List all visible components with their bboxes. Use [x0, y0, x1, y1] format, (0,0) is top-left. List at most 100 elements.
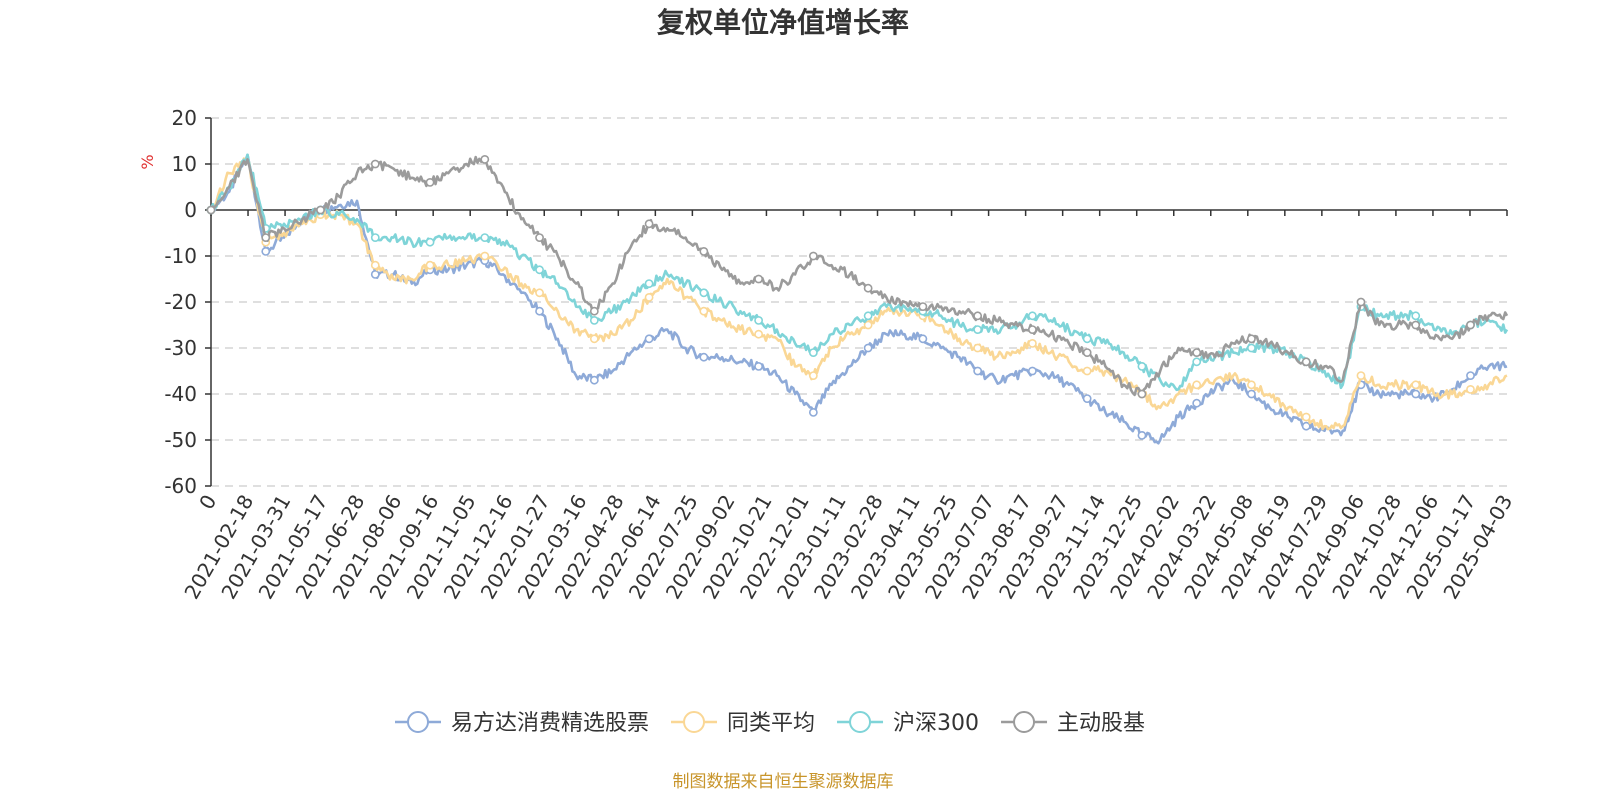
series-point — [261, 233, 271, 242]
series-point — [973, 366, 983, 376]
series-point — [425, 177, 435, 187]
series-point — [973, 325, 983, 334]
series-point — [644, 279, 654, 288]
chart-title: 复权单位净值增长率 — [657, 6, 909, 39]
legend-label: 沪深300 — [893, 711, 979, 736]
series-point — [973, 343, 983, 353]
series-point — [425, 237, 435, 247]
series-point — [1082, 394, 1092, 403]
y-tick-label: -40 — [164, 382, 197, 406]
y-grid — [211, 117, 1507, 487]
series-point — [863, 283, 873, 293]
legend-item[interactable]: 主动股基 — [1001, 711, 1145, 736]
y-tick-label: -20 — [164, 290, 197, 314]
series-point — [1356, 371, 1366, 380]
series-point — [535, 265, 544, 275]
series-point — [754, 329, 764, 339]
series-point — [754, 274, 764, 284]
series-point — [699, 352, 709, 362]
series-point — [1411, 311, 1421, 321]
y-tick-label: -50 — [164, 428, 197, 452]
series-point — [1411, 389, 1421, 399]
series-point — [918, 334, 928, 344]
series-point — [535, 233, 544, 242]
series-point — [1028, 311, 1037, 321]
series-point — [1301, 357, 1311, 367]
legend-item[interactable]: 同类平均 — [671, 711, 815, 736]
source-note: 制图数据来自恒生聚源数据库 — [673, 772, 894, 792]
series-point — [1028, 325, 1037, 334]
series-point — [754, 315, 764, 325]
legend-circle-icon — [849, 711, 872, 733]
series-point — [370, 233, 380, 242]
series-point — [316, 205, 325, 215]
series-point — [1247, 380, 1256, 390]
series-point — [1466, 320, 1475, 330]
y-tick-label: -10 — [164, 244, 197, 268]
series-point — [644, 334, 654, 344]
series-point — [1192, 380, 1202, 390]
plot-area — [206, 153, 1509, 445]
series-point — [918, 302, 928, 311]
series-point — [1082, 334, 1092, 344]
series-point — [1301, 412, 1311, 422]
legend-circle-icon — [407, 711, 429, 733]
y-axis: 20 10 0 -10 -20 -30 -40 -50 -60 — [164, 106, 212, 498]
series-point — [589, 334, 599, 344]
series-point — [1028, 338, 1037, 348]
x-tick-label: 0 — [194, 491, 221, 514]
legend-label: 易方达消费精选股票 — [451, 711, 649, 736]
series-point — [1247, 334, 1256, 344]
series-point — [699, 288, 709, 298]
series-point — [589, 315, 599, 325]
series-point — [863, 320, 873, 330]
series-point — [535, 306, 544, 316]
y-tick-label: 0 — [184, 198, 197, 222]
series-point — [535, 288, 544, 298]
series-point — [863, 343, 873, 353]
series-point — [480, 233, 490, 242]
series-point — [699, 306, 709, 316]
legend-circle-icon — [683, 711, 706, 733]
series-point — [1082, 366, 1092, 376]
series-point — [206, 205, 216, 215]
series-point — [1466, 384, 1475, 394]
series-point — [973, 311, 983, 321]
legend-label: 主动股基 — [1057, 711, 1145, 736]
y-tick-label: -30 — [164, 336, 197, 360]
series-point — [1411, 380, 1421, 390]
series-point — [1082, 348, 1092, 357]
series-point — [644, 219, 654, 229]
series-point — [1192, 398, 1202, 408]
y-tick-label: 10 — [172, 152, 197, 176]
legend-label: 同类平均 — [727, 711, 815, 736]
series-point — [1356, 297, 1366, 307]
legend-item[interactable]: 沪深300 — [837, 711, 979, 736]
legend: 易方达消费精选股票 同类平均 沪深300 主动股基 — [395, 711, 1145, 736]
series-point — [863, 311, 873, 321]
series-line — [209, 153, 1508, 445]
series-point — [1411, 320, 1421, 330]
series-point — [1466, 371, 1475, 380]
series-point — [589, 306, 599, 316]
series-point — [1247, 343, 1256, 353]
series-point — [1137, 430, 1147, 440]
series-point — [754, 361, 764, 371]
series-point — [1192, 348, 1202, 357]
series-point — [1301, 421, 1311, 431]
series-point — [261, 246, 271, 256]
legend-item[interactable]: 易方达消费精选股票 — [395, 711, 649, 736]
series-point — [1247, 389, 1256, 399]
series-point — [480, 251, 490, 261]
series-point — [808, 371, 818, 380]
series-point — [370, 269, 380, 279]
series-line — [209, 157, 1508, 431]
y-tick-label: -60 — [164, 474, 197, 498]
y-tick-label: 20 — [172, 106, 197, 130]
series-point — [1137, 361, 1147, 371]
y-axis-unit-label: % — [138, 154, 157, 169]
legend-circle-icon — [1013, 711, 1036, 733]
series-point — [370, 159, 380, 169]
series-point — [808, 251, 818, 261]
